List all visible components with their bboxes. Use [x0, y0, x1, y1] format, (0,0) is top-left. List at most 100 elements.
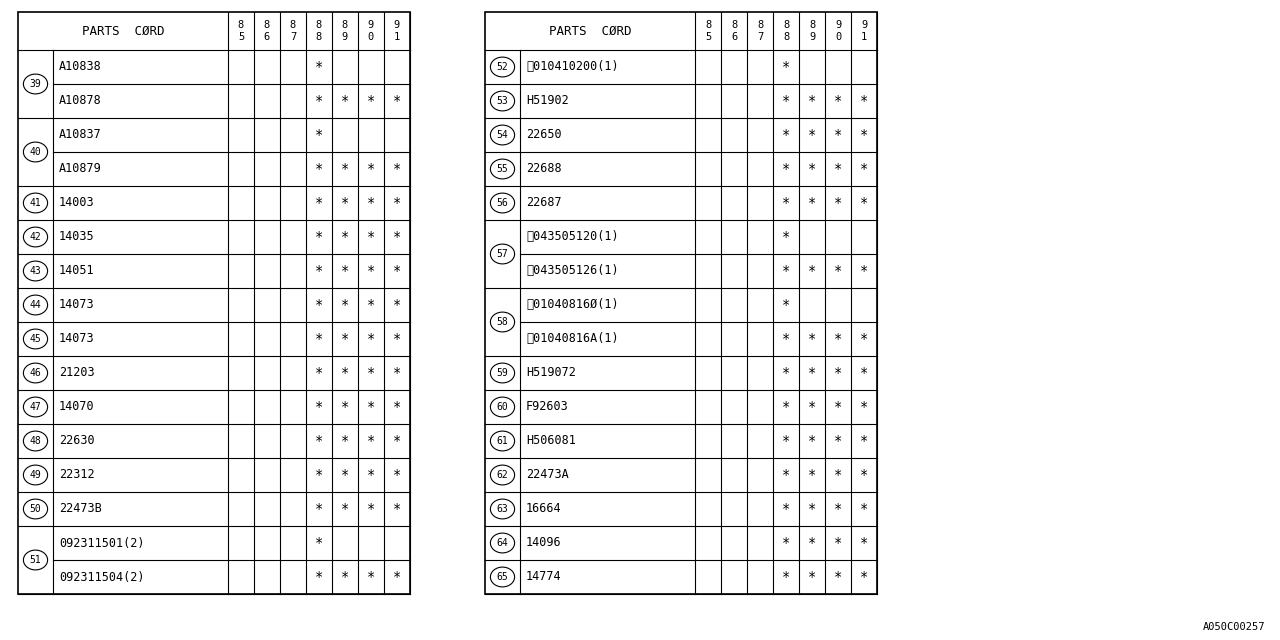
Text: *: *: [340, 570, 349, 584]
Text: 22688: 22688: [526, 163, 562, 175]
Text: 8: 8: [342, 20, 348, 30]
Text: *: *: [367, 502, 375, 516]
Text: 8: 8: [264, 20, 270, 30]
Bar: [18, 12, 410, 594]
Text: 22312: 22312: [59, 468, 95, 481]
Text: 54: 54: [497, 130, 508, 140]
Text: *: *: [315, 332, 323, 346]
Text: 8: 8: [731, 20, 737, 30]
Text: 45: 45: [29, 334, 41, 344]
Text: 092311504(2): 092311504(2): [59, 570, 145, 584]
Text: 40: 40: [29, 147, 41, 157]
Text: *: *: [367, 162, 375, 176]
Text: *: *: [782, 94, 790, 108]
Text: 50: 50: [29, 504, 41, 514]
Text: 62: 62: [497, 470, 508, 480]
Text: *: *: [393, 264, 401, 278]
Text: *: *: [367, 570, 375, 584]
Text: 14073: 14073: [59, 333, 95, 346]
Text: *: *: [808, 162, 817, 176]
Text: *: *: [315, 264, 323, 278]
Text: *: *: [833, 468, 842, 482]
Text: 21203: 21203: [59, 367, 95, 380]
Text: *: *: [315, 366, 323, 380]
Text: PARTS  CØRD: PARTS CØRD: [82, 24, 164, 38]
Text: *: *: [860, 570, 868, 584]
Text: *: *: [782, 536, 790, 550]
Text: *: *: [782, 196, 790, 210]
Text: 48: 48: [29, 436, 41, 446]
Text: *: *: [860, 162, 868, 176]
Text: *: *: [315, 162, 323, 176]
Text: 16664: 16664: [526, 502, 562, 515]
Text: 61: 61: [497, 436, 508, 446]
Text: 57: 57: [497, 249, 508, 259]
Text: *: *: [315, 570, 323, 584]
Text: *: *: [367, 366, 375, 380]
Text: *: *: [808, 264, 817, 278]
Text: 8: 8: [289, 20, 296, 30]
Text: *: *: [315, 60, 323, 74]
Text: 9: 9: [809, 32, 815, 42]
Text: *: *: [860, 502, 868, 516]
Text: Ⓑ010410200(1): Ⓑ010410200(1): [526, 61, 618, 74]
Text: *: *: [393, 468, 401, 482]
Text: 22687: 22687: [526, 196, 562, 209]
Text: *: *: [367, 94, 375, 108]
Text: 8: 8: [783, 32, 790, 42]
Text: 14035: 14035: [59, 230, 95, 243]
Text: *: *: [833, 400, 842, 414]
Text: *: *: [315, 230, 323, 244]
Text: Ⓑ01040816Ø(1): Ⓑ01040816Ø(1): [526, 298, 618, 312]
Text: *: *: [782, 570, 790, 584]
Text: A10837: A10837: [59, 129, 101, 141]
Text: 22473A: 22473A: [526, 468, 568, 481]
Text: *: *: [860, 264, 868, 278]
Text: *: *: [340, 468, 349, 482]
Text: *: *: [782, 230, 790, 244]
Bar: [485, 12, 877, 594]
Text: *: *: [860, 434, 868, 448]
Text: *: *: [808, 570, 817, 584]
Text: *: *: [860, 400, 868, 414]
Text: *: *: [860, 366, 868, 380]
Text: *: *: [315, 94, 323, 108]
Text: *: *: [860, 196, 868, 210]
Text: *: *: [808, 536, 817, 550]
Text: *: *: [808, 94, 817, 108]
Text: *: *: [340, 502, 349, 516]
Text: *: *: [782, 128, 790, 142]
Text: 56: 56: [497, 198, 508, 208]
Text: 8: 8: [809, 20, 815, 30]
Text: 65: 65: [497, 572, 508, 582]
Text: *: *: [782, 468, 790, 482]
Text: *: *: [833, 94, 842, 108]
Text: 5: 5: [705, 32, 712, 42]
Text: PARTS  CØRD: PARTS CØRD: [549, 24, 631, 38]
Text: *: *: [393, 332, 401, 346]
Text: H506081: H506081: [526, 435, 576, 447]
Text: *: *: [808, 366, 817, 380]
Text: *: *: [833, 536, 842, 550]
Text: 14096: 14096: [526, 536, 562, 550]
Text: 46: 46: [29, 368, 41, 378]
Text: 52: 52: [497, 62, 508, 72]
Text: H51902: H51902: [526, 95, 568, 108]
Text: 9: 9: [342, 32, 348, 42]
Text: 58: 58: [497, 317, 508, 327]
Text: *: *: [782, 332, 790, 346]
Text: *: *: [833, 570, 842, 584]
Text: *: *: [808, 400, 817, 414]
Text: 14774: 14774: [526, 570, 562, 584]
Text: 53: 53: [497, 96, 508, 106]
Text: *: *: [808, 502, 817, 516]
Text: 47: 47: [29, 402, 41, 412]
Text: Ⓑ01040816A(1): Ⓑ01040816A(1): [526, 333, 618, 346]
Text: *: *: [782, 502, 790, 516]
Text: A10879: A10879: [59, 163, 101, 175]
Text: *: *: [340, 230, 349, 244]
Text: *: *: [367, 434, 375, 448]
Text: 22650: 22650: [526, 129, 562, 141]
Text: *: *: [393, 570, 401, 584]
Text: 64: 64: [497, 538, 508, 548]
